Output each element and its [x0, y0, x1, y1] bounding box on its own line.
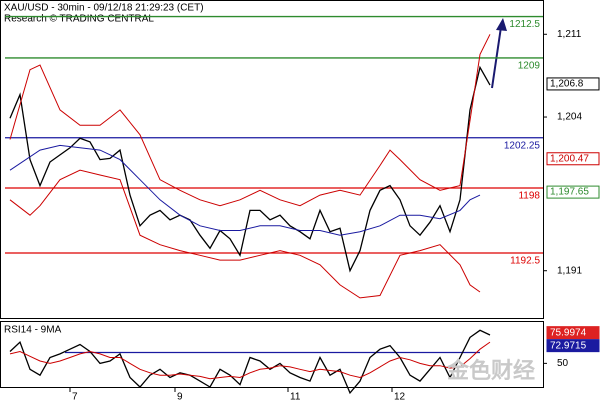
- value-marker: [546, 77, 600, 91]
- level-label: 1202.25: [504, 140, 541, 151]
- value-marker-label: 75.9974: [550, 327, 587, 338]
- series-line: [9, 34, 491, 207]
- value-marker: [546, 152, 600, 166]
- level-label: 1212.5: [509, 19, 540, 30]
- level-label: 1209: [518, 61, 541, 72]
- level-label: 1192.5: [510, 256, 540, 267]
- x-tick-label: 9: [177, 392, 183, 403]
- header-title: XAU/USD - 30min - 09/12/18 21:29:23 (CET…: [4, 3, 204, 14]
- value-marker: [546, 185, 600, 199]
- value-marker-label: 1,200.47: [550, 153, 589, 164]
- level-label: 1198: [518, 191, 540, 202]
- value-marker-label: 72.9715: [550, 340, 587, 351]
- value-marker-label: 1,197.65: [550, 187, 589, 198]
- x-tick-label: 7: [72, 392, 78, 403]
- rsi-title: RSI14 - 9MA: [4, 325, 62, 336]
- x-tick-label: 12: [394, 392, 406, 403]
- y-tick-label: 1,191: [557, 265, 582, 276]
- value-marker-label: 1,206.8: [550, 79, 584, 90]
- series-line: [9, 341, 491, 380]
- value-marker: [546, 339, 600, 353]
- y-tick-label: 1,211: [557, 29, 582, 40]
- series-line: [9, 169, 481, 299]
- price-panel: [0, 0, 544, 319]
- x-tick-label: 11: [290, 392, 301, 403]
- value-marker: [546, 326, 600, 340]
- y-tick-label: 1,204: [557, 112, 582, 123]
- watermark: 金色财经: [446, 358, 535, 383]
- rsi-panel: [0, 321, 544, 388]
- y-tick-label: 50: [557, 358, 569, 369]
- series-line: [9, 65, 491, 273]
- header-subtitle: Research © TRADING CENTRAL: [4, 14, 154, 25]
- series-line: [9, 144, 481, 236]
- arrow-head: [496, 18, 507, 31]
